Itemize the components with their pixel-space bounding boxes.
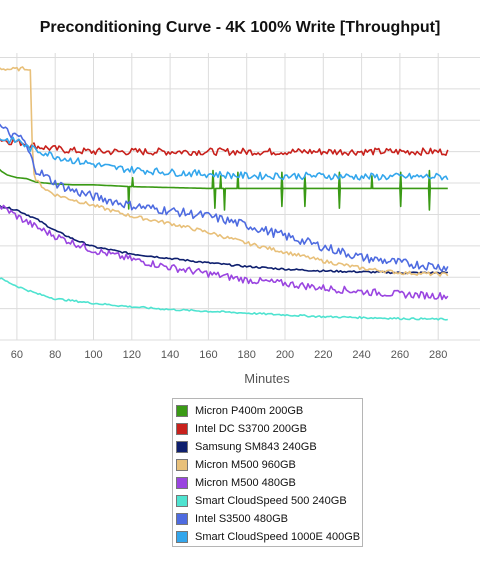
- legend-swatch: [176, 459, 188, 471]
- legend-label: Micron M500 960GB: [195, 459, 296, 471]
- legend-item-micron-m500-480gb: Micron M500 480GB: [176, 474, 362, 492]
- legend-swatch: [176, 531, 188, 543]
- x-tick-label: 140: [161, 349, 179, 361]
- x-axis-title: Minutes: [244, 371, 290, 386]
- legend-label: Smart CloudSpeed 1000E 400GB: [195, 531, 361, 543]
- legend-label: Micron M500 480GB: [195, 477, 296, 489]
- legend-swatch: [176, 495, 188, 507]
- legend-item-smart-cloudspeed-500-240gb: Smart CloudSpeed 500 240GB: [176, 492, 362, 510]
- series-line-micron-m500-960gb: [0, 66, 449, 277]
- legend-label: Samsung SM843 240GB: [195, 441, 317, 453]
- legend-item-smart-cloudspeed-1000e-400gb: Smart CloudSpeed 1000E 400GB: [176, 528, 362, 546]
- legend-swatch: [176, 423, 188, 435]
- x-tick-label: 240: [352, 349, 370, 361]
- x-tick-label: 280: [429, 349, 447, 361]
- chart-title: Preconditioning Curve - 4K 100% Write [T…: [39, 19, 441, 36]
- series-line-intel-s3500-480gb: [0, 123, 449, 272]
- x-tick-label: 260: [391, 349, 409, 361]
- series-line-samsung-sm843-240gb: [0, 204, 449, 275]
- legend-label: Micron P400m 200GB: [195, 405, 304, 417]
- x-tick-label: 220: [314, 349, 332, 361]
- x-tick-label: 180: [238, 349, 256, 361]
- legend-label: Intel S3500 480GB: [195, 513, 288, 525]
- legend-label: Intel DC S3700 200GB: [195, 423, 307, 435]
- x-tick-label: 200: [276, 349, 294, 361]
- series-line-smart-cloudspeed-500-240gb: [0, 277, 448, 321]
- legend-swatch: [176, 513, 188, 525]
- legend-swatch: [176, 477, 188, 489]
- x-tick-label: 120: [123, 349, 141, 361]
- series-line-smart-cloudspeed-1000e-400gb: [0, 136, 449, 181]
- x-tick-label: 60: [11, 349, 23, 361]
- x-tick-label: 100: [84, 349, 102, 361]
- x-tick-label: 80: [49, 349, 61, 361]
- series-line-intel-dc-s3700-200gb: [0, 138, 449, 156]
- legend-item-intel-dc-s3700-200gb: Intel DC S3700 200GB: [176, 420, 362, 438]
- x-tick-label: 160: [199, 349, 217, 361]
- series-line-micron-m500-480gb: [0, 204, 449, 301]
- legend-swatch: [176, 405, 188, 417]
- chart-legend: Micron P400m 200GB Intel DC S3700 200GB Sa…: [172, 398, 363, 547]
- legend-label: Smart CloudSpeed 500 240GB: [195, 495, 347, 507]
- legend-item-micron-p400m-200gb: Micron P400m 200GB: [176, 402, 362, 420]
- legend-item-samsung-sm843-240gb: Samsung SM843 240GB: [176, 438, 362, 456]
- legend-item-micron-m500-960gb: Micron M500 960GB: [176, 456, 362, 474]
- legend-swatch: [176, 441, 188, 453]
- legend-item-intel-s3500-480gb: Intel S3500 480GB: [176, 510, 362, 528]
- series-line-micron-p400m-200gb: [0, 168, 448, 211]
